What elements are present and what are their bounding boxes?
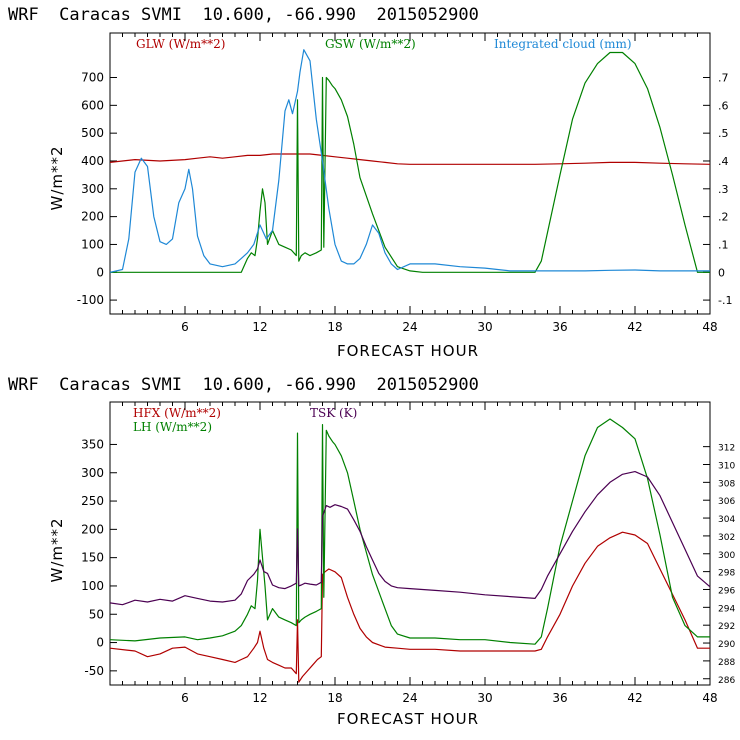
- bottom-series-lines: [109, 418, 711, 683]
- bottom-x-tick-label: 12: [252, 691, 267, 705]
- top-x-tick-label: 36: [552, 320, 567, 334]
- top-series-lines: [109, 49, 711, 273]
- top-y2-tick-label: .2: [718, 211, 729, 224]
- legend-lh: LH (W/m**2): [133, 420, 212, 434]
- top-y2-tick-label: .3: [718, 183, 729, 196]
- top-x-tick-label: 48: [702, 320, 717, 334]
- bottom-y2-tick-label: 312: [718, 444, 735, 454]
- top-series-line-gsw: [110, 51, 710, 273]
- top-y-tick-label: 400: [81, 154, 104, 168]
- top-x-tick-label: 6: [181, 320, 189, 334]
- bottom-y2-tick-label: 286: [718, 676, 735, 686]
- bottom-y-tick-label: 150: [81, 551, 104, 565]
- bottom-y2-tick-label: 288: [718, 658, 735, 668]
- top-y-tick-label: -100: [77, 293, 104, 307]
- bottom-x-tick-label: 30: [477, 691, 492, 705]
- bottom-y-axis-label: W/m**2: [48, 517, 66, 582]
- bottom-chart-title: WRF Caracas SVMI 10.600, -66.990 2015052…: [8, 375, 479, 395]
- bottom-y2-tick-label: 294: [718, 604, 735, 614]
- top-y2-tick-label: -.1: [718, 294, 732, 307]
- bottom-plot-frame: [109, 401, 711, 686]
- bottom-y2-tick-label: 302: [718, 533, 735, 543]
- top-x-tick-label: 42: [627, 320, 642, 334]
- bottom-y2-tick-label: 298: [718, 569, 735, 579]
- bottom-y-tick-label: -50: [84, 664, 104, 678]
- bottom-x-tick-label: 24: [402, 691, 417, 705]
- top-y-tick-label: 200: [81, 210, 104, 224]
- bottom-y2-tick-label: 304: [718, 515, 735, 525]
- bottom-y-tick-label: 350: [81, 437, 104, 451]
- bottom-series-line-tsk: [109, 471, 711, 606]
- bottom-series-line-hfx: [109, 531, 710, 683]
- bottom-y-tick-label: 0: [96, 636, 104, 650]
- top-y-tick-label: 700: [81, 71, 104, 85]
- top-x-tick-label: 24: [402, 320, 417, 334]
- top-y2-tick-label: .6: [718, 99, 729, 112]
- top-y2-tick-label: .1: [718, 238, 729, 251]
- bottom-y2-tick-label: 310: [718, 461, 735, 471]
- bottom-y-tick-label: 100: [81, 579, 104, 593]
- bottom-x-tick-label: 42: [627, 691, 642, 705]
- top-y2-tick-label: .5: [718, 127, 729, 140]
- bottom-y-tick-label: 200: [81, 522, 104, 536]
- bottom-y2-tick-label: 292: [718, 622, 735, 632]
- top-series-line-integrated: [109, 49, 710, 273]
- top-y-tick-label: 300: [81, 182, 104, 196]
- top-x-tick-label: 30: [477, 320, 492, 334]
- legend-tsk: TSK (K): [310, 406, 357, 420]
- bottom-y-tick-label: 50: [89, 607, 104, 621]
- top-y-tick-label: 0: [96, 265, 104, 279]
- top-y-tick-label: 600: [81, 98, 104, 112]
- top-panel: WRF Caracas SVMI 10.600, -66.990 2015052…: [8, 5, 732, 360]
- top-axis-ticks: 6 12 18 24 30 36 42 48 -100 0 100 200 300 400 500 600 70…: [77, 33, 732, 334]
- bottom-y-tick-label: 250: [81, 494, 104, 508]
- legend-integrated-cloud: Integrated cloud (mm): [494, 37, 632, 51]
- bottom-panel: WRF Caracas SVMI 10.600, -66.990 2015052…: [8, 375, 735, 728]
- top-y-axis-label: W/m**2: [48, 145, 66, 210]
- top-chart-title: WRF Caracas SVMI 10.600, -66.990 2015052…: [8, 5, 479, 25]
- top-x-tick-label: 12: [252, 320, 267, 334]
- top-y2-tick-label: 0: [718, 266, 725, 279]
- top-y2-tick-label: .7: [718, 72, 729, 85]
- bottom-axis-ticks: 6 12 18 24 30 36 42 48 -50 0 50 100 150 200 250 300 350 2…: [81, 402, 735, 705]
- bottom-x-tick-label: 18: [327, 691, 342, 705]
- top-x-axis-label: FORECAST HOUR: [337, 342, 479, 360]
- bottom-y2-tick-label: 308: [718, 479, 735, 489]
- top-y-tick-label: 100: [81, 237, 104, 251]
- top-y-tick-label: 500: [81, 126, 104, 140]
- bottom-x-tick-label: 36: [552, 691, 567, 705]
- bottom-y-tick-label: 300: [81, 466, 104, 480]
- bottom-y2-tick-label: 296: [718, 586, 735, 596]
- legend-hfx: HFX (W/m**2): [133, 406, 221, 420]
- bottom-x-tick-label: 48: [702, 691, 717, 705]
- bottom-y2-tick-label: 306: [718, 497, 735, 507]
- top-y2-tick-label: .4: [718, 155, 729, 168]
- legend-gsw: GSW (W/m**2): [325, 37, 416, 51]
- top-x-tick-label: 18: [327, 320, 342, 334]
- top-series-line-glw: [109, 153, 711, 165]
- bottom-y2-tick-label: 300: [718, 551, 735, 561]
- bottom-x-tick-label: 6: [181, 691, 189, 705]
- legend-glw: GLW (W/m**2): [136, 37, 225, 51]
- bottom-series-line-lh: [109, 418, 710, 645]
- bottom-x-axis-label: FORECAST HOUR: [337, 710, 479, 728]
- bottom-y2-tick-label: 290: [718, 640, 735, 650]
